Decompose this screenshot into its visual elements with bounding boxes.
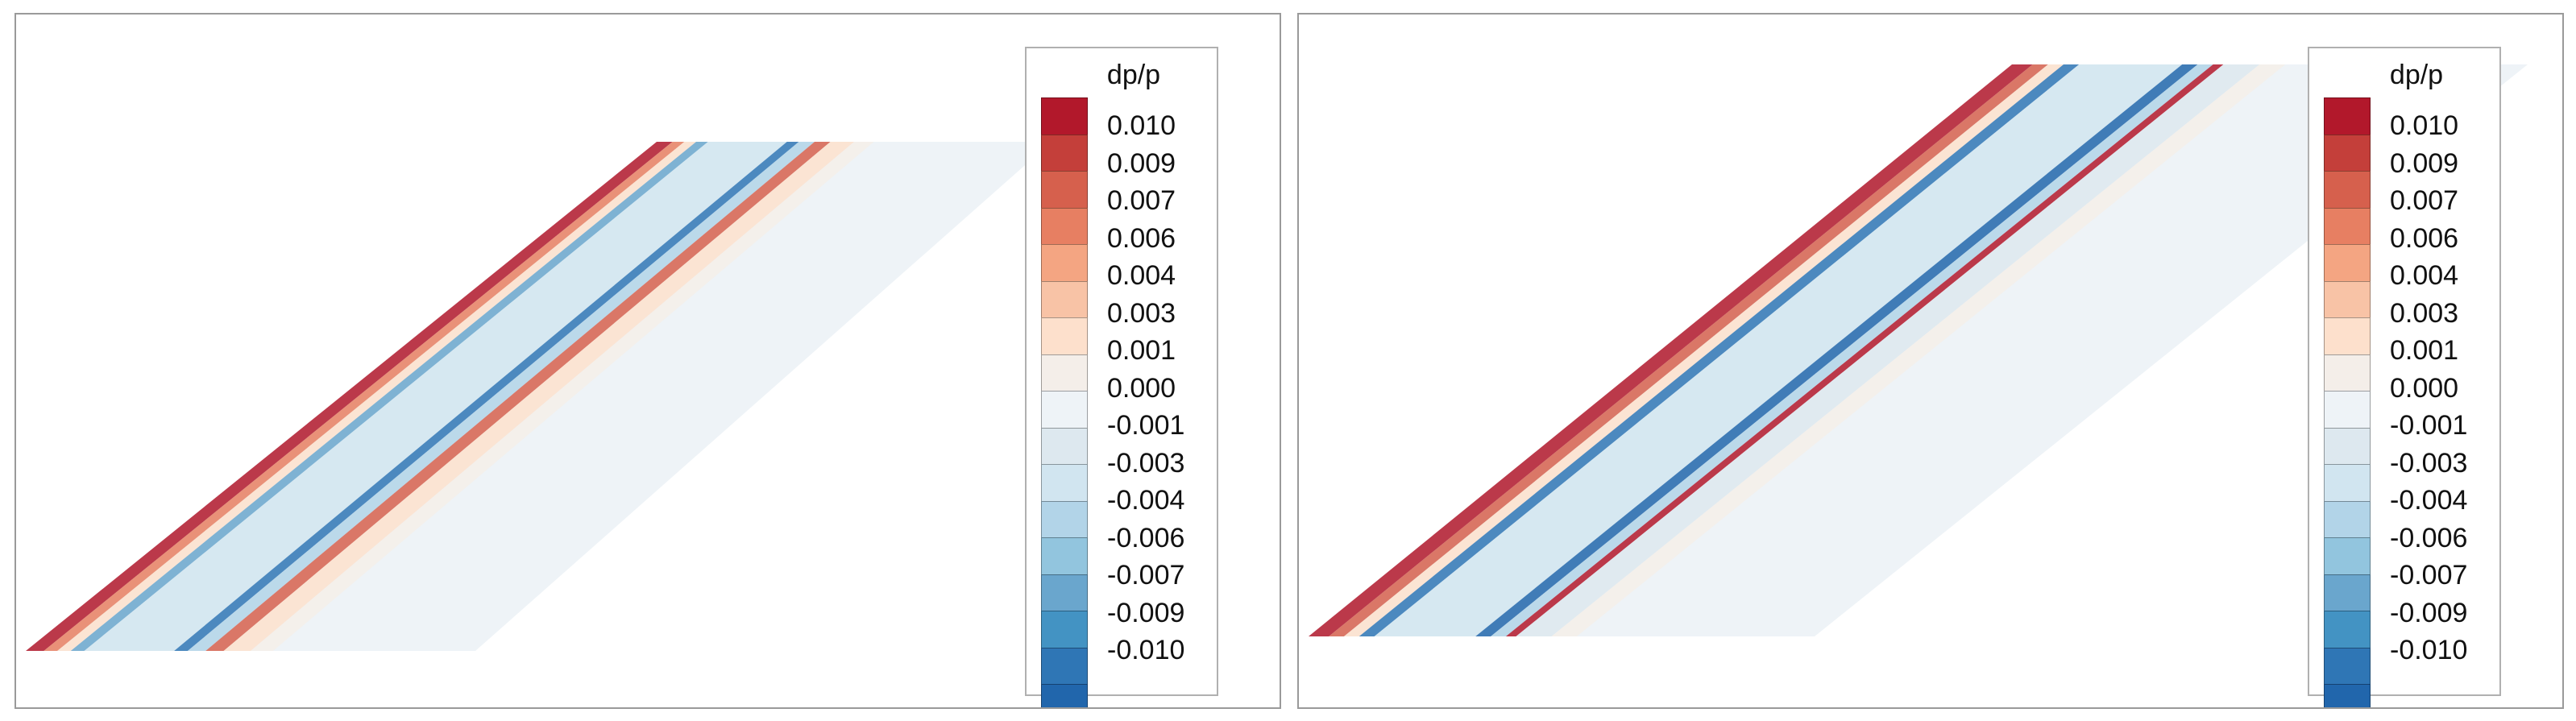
colorbar-tick-label: -0.007 <box>1107 560 1185 590</box>
colorbar-swatch <box>2324 280 2371 318</box>
colorbar-swatch <box>1041 427 1088 465</box>
contour-band <box>1374 64 2183 636</box>
contour-band <box>251 142 874 651</box>
colorbar-swatch <box>2324 97 2371 135</box>
colorbar-swatch <box>1041 97 1088 135</box>
contour-band <box>1329 64 2048 636</box>
colorbar-tick-label: -0.006 <box>1107 522 1185 553</box>
colorbar-tick-label: 0.004 <box>2390 260 2459 291</box>
colorbar-swatch <box>2324 464 2371 502</box>
colorbar-swatch <box>2324 317 2371 355</box>
colorbar-tick-label: 0.010 <box>1107 110 1176 141</box>
colorbar-swatch <box>1041 500 1088 538</box>
colorbar-tick-label: 0.007 <box>1107 185 1176 216</box>
colorbar-swatch <box>2324 391 2371 429</box>
colorbar-swatch <box>1041 391 1088 429</box>
colorbar-tick-label: -0.010 <box>2390 635 2468 665</box>
colorbar-swatch <box>1041 464 1088 502</box>
contour-band <box>44 142 685 651</box>
colorbar-tick-label: -0.004 <box>2390 485 2468 516</box>
colorbar-tick-label: 0.001 <box>1107 335 1176 366</box>
colorbar-swatch <box>2324 427 2371 465</box>
colorbar-swatch <box>2324 134 2371 172</box>
colorbar-tick-label: 0.006 <box>2390 222 2459 254</box>
colorbar-tick-label: -0.004 <box>1107 485 1185 516</box>
contour-band <box>26 142 673 651</box>
contour-band <box>205 142 831 651</box>
colorbar-tick-label: -0.003 <box>2390 447 2468 479</box>
contour-band <box>57 142 696 651</box>
colorbar-swatch <box>1041 280 1088 318</box>
colorbar-tick-label: -0.001 <box>2390 410 2468 441</box>
contour-band <box>1309 64 2033 636</box>
colorbar-swatch <box>2324 244 2371 282</box>
contour-band <box>174 142 799 651</box>
colorbar-tick-label: 0.006 <box>1107 222 1176 254</box>
contour-band <box>1551 64 2286 636</box>
colorbar-swatch <box>2324 171 2371 209</box>
colorbar-tick-label: 0.004 <box>1107 260 1176 291</box>
colorbar-title: dp/p <box>1106 60 1161 90</box>
colorbar-tick-label: -0.007 <box>2390 560 2468 590</box>
colorbar-tick-label: 0.003 <box>2390 297 2459 329</box>
contour-band <box>1491 64 2213 636</box>
colorbar-tick-label: 0.000 <box>2390 372 2459 404</box>
colorbar-swatch <box>1041 207 1088 245</box>
colorbar-tick-label: -0.009 <box>1107 597 1185 628</box>
contour-band <box>1516 64 2260 636</box>
contour-band <box>1475 64 2198 636</box>
colorbar-swatch <box>1041 684 1088 707</box>
colorbar-swatch <box>1041 537 1088 575</box>
colorbar-tick-label: 0.001 <box>2390 335 2459 366</box>
contour-band <box>1505 64 2224 636</box>
colorbar-tick-label: -0.006 <box>2390 522 2468 553</box>
colorbar-tick-label: 0.010 <box>2390 110 2459 141</box>
colorbar-legend-left: dp/p 0.010 0.009 0.007 0.006 0.004 0.003… <box>1025 47 1218 707</box>
contour-band <box>187 142 815 651</box>
colorbar-tick-label: 0.003 <box>1107 297 1176 329</box>
colorbar-title: dp/p <box>2389 60 2444 90</box>
colorbar-swatch <box>2324 354 2371 392</box>
colorbar-labels: 0.010 0.009 0.007 0.006 0.004 0.003 0.00… <box>1107 110 1212 677</box>
contour-panel-right: dp/p 0.010 0.009 0.007 0.006 0.004 0.003… <box>1297 13 2564 709</box>
contour-plot-left <box>26 142 1052 651</box>
colorbar-swatch <box>2324 207 2371 245</box>
contour-band <box>1343 64 2064 636</box>
colorbar-swatch <box>1041 317 1088 355</box>
colorbar-tick-label: 0.009 <box>2390 147 2459 179</box>
colorbar-swatch <box>2324 684 2371 707</box>
colorbar-tick-label: -0.009 <box>2390 597 2468 628</box>
colorbar-swatch <box>1041 171 1088 209</box>
colorbar-swatch <box>2324 611 2371 648</box>
colorbar-swatch <box>2324 574 2371 611</box>
contour-band <box>70 142 708 651</box>
colorbar-tick-label: -0.003 <box>1107 447 1185 479</box>
colorbar-swatch <box>2324 647 2371 685</box>
colorbar-swatch <box>1041 611 1088 648</box>
colorbar-swatch <box>1041 647 1088 685</box>
contour-panel-left: dp/p 0.010 0.009 0.007 0.006 0.004 0.003… <box>15 13 1281 709</box>
colorbar-labels: 0.010 0.009 0.007 0.006 0.004 0.003 0.00… <box>2390 110 2495 677</box>
colorbar-swatch <box>2324 537 2371 575</box>
colorbar-tick-label: 0.007 <box>2390 185 2459 216</box>
contour-band <box>1359 64 2080 636</box>
contour-plot-right <box>1309 64 2528 636</box>
colorbar-legend-right: dp/p 0.010 0.009 0.007 0.006 0.004 0.003… <box>2308 47 2501 707</box>
contour-band <box>223 142 854 651</box>
colorbar-swatch <box>1041 244 1088 282</box>
colorbar-tick-label: -0.010 <box>1107 635 1185 665</box>
colorbar-swatch <box>1041 354 1088 392</box>
colorbar-swatch <box>1041 134 1088 172</box>
colorbar-swatches <box>2324 97 2371 707</box>
colorbar-swatch <box>1041 574 1088 611</box>
colorbar-swatch <box>2324 500 2371 538</box>
colorbar-swatches <box>1041 97 1088 707</box>
colorbar-tick-label: 0.000 <box>1107 372 1176 404</box>
colorbar-tick-label: 0.009 <box>1107 147 1176 179</box>
colorbar-tick-label: -0.001 <box>1107 410 1185 441</box>
contour-band <box>84 142 787 651</box>
